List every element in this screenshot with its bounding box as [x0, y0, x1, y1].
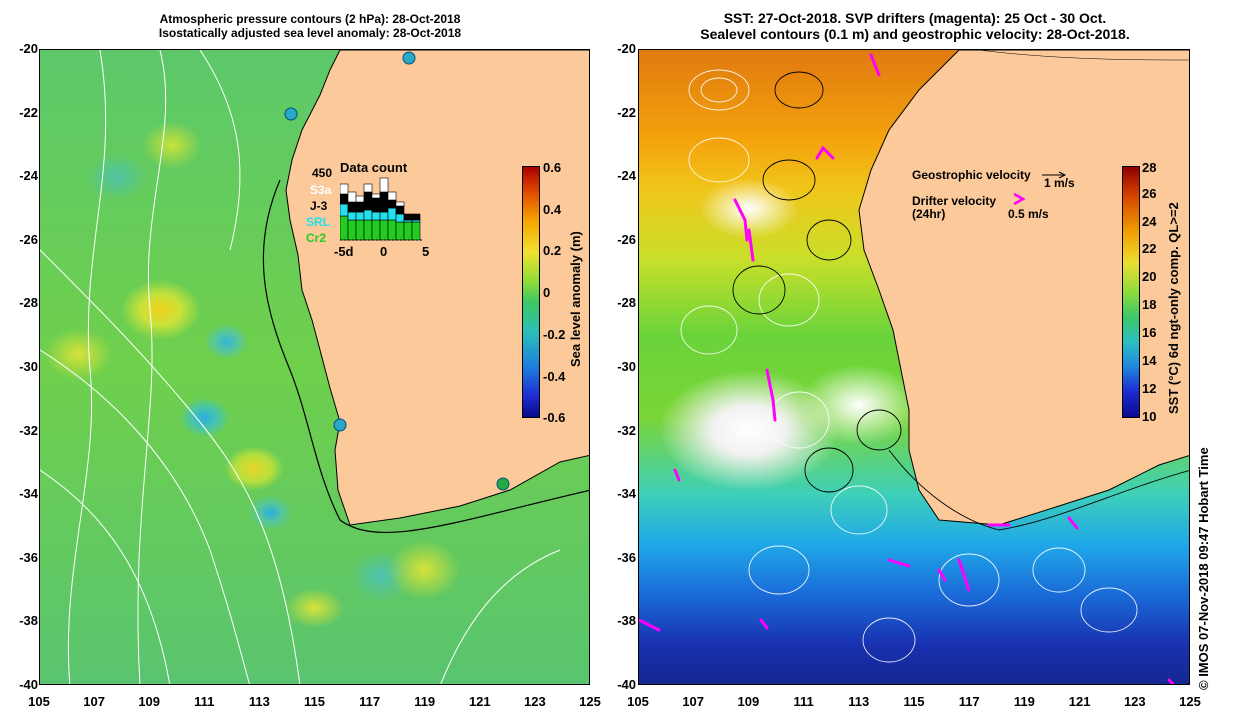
right-colorbar: [1122, 166, 1140, 418]
lcbar-tick: -0.4: [543, 369, 566, 384]
left_panel-y-tick: -28: [19, 295, 38, 311]
data-count-histogram: [340, 177, 422, 241]
right_panel-y-tick: -20: [617, 41, 636, 56]
right-title-line1: SST: 27-Oct-2018. SVP drifters (magenta)…: [723, 10, 1107, 26]
geostrophic-velocity-scale: 1 m/s: [1044, 176, 1075, 190]
right-colorbar-label: SST (°C) 6d ngt-only comp. QL>=2: [1166, 202, 1181, 414]
drifter-arrow-icon: [1013, 192, 1026, 206]
rcbar-tick: 24: [1142, 214, 1157, 229]
right_panel-x-tick: 109: [737, 694, 760, 709]
left_panel-x-tick: 111: [194, 694, 215, 709]
left-sea-level-map: [39, 49, 590, 685]
lcbar-tick: 0: [543, 285, 551, 300]
left_panel-x-tick: 121: [468, 694, 491, 709]
lcbar-tick: 0.6: [543, 160, 562, 175]
left-title-line1: Atmospheric pressure contours (2 hPa): 2…: [159, 12, 461, 26]
right_panel-y-tick: -26: [617, 231, 636, 247]
sat-label-s3a: S3a: [310, 183, 332, 197]
left_panel-x-tick: 113: [248, 694, 270, 709]
right-title-line2: Sealevel contours (0.1 m) and geostrophi…: [700, 26, 1130, 42]
sat-label-cr2: Cr2: [306, 231, 327, 245]
right_panel-x-tick: 107: [682, 694, 705, 709]
lcbar-tick: -0.6: [543, 410, 566, 425]
left_panel-y-tick: -24: [19, 168, 38, 184]
left_panel-y-tick: -20: [19, 41, 38, 56]
rcbar-tick: 28: [1142, 160, 1157, 175]
right_panel-x-tick: 105: [627, 694, 649, 709]
right_panel-y-tick: -28: [617, 295, 636, 311]
right_panel-y-tick: -30: [617, 359, 636, 374]
right_panel-x-tick: 123: [1123, 694, 1146, 709]
sat-label-j3: J-3: [310, 199, 328, 213]
left_panel-x-tick: 105: [28, 694, 50, 709]
right_panel-y-tick: -34: [617, 486, 636, 502]
right_panel-y-tick: -22: [617, 104, 636, 120]
left_panel-y-tick: -22: [19, 104, 38, 120]
drifter-velocity-scale: 0.5 m/s: [1008, 207, 1049, 221]
right_panel-x-tick: 125: [1179, 694, 1201, 709]
drifter-velocity-sub: (24hr): [912, 207, 946, 221]
left_panel-y-tick: -30: [19, 359, 38, 374]
left_panel-y-tick: -38: [19, 613, 38, 629]
lcbar-tick: -0.2: [543, 327, 566, 342]
left_panel-y-tick: -34: [19, 486, 38, 502]
rcbar-tick: 22: [1142, 241, 1157, 256]
left_panel-y-tick: -26: [19, 231, 38, 247]
left_panel-x-tick: 109: [138, 694, 161, 709]
rcbar-tick: 18: [1142, 297, 1157, 312]
left_panel-x-tick: 115: [304, 694, 325, 709]
rcbar-tick: 26: [1142, 186, 1157, 201]
lcbar-tick: 0.2: [543, 243, 562, 258]
right-landmass: [639, 50, 1189, 684]
right_panel-y-tick: -36: [617, 549, 636, 565]
data-count-x-min: -5d: [334, 244, 354, 259]
left_panel-x-tick: 119: [414, 694, 436, 709]
imos-credit: © IMOS 07-Nov-2018 09:47 Hobart Time: [1196, 447, 1211, 690]
right_panel-x-tick: 117: [958, 694, 980, 709]
data-count-x-max: 5: [422, 244, 430, 259]
left_panel-y-tick: -40: [19, 677, 38, 692]
left_panel-x-tick: 123: [524, 694, 546, 709]
rcbar-tick: 14: [1142, 353, 1157, 368]
geostrophic-velocity-label: Geostrophic velocity: [912, 168, 1031, 182]
drifter-velocity-label: Drifter velocity: [912, 194, 997, 208]
lcbar-tick: 0.4: [543, 202, 562, 217]
right_panel-y-tick: -38: [617, 613, 636, 629]
left_panel-x-tick: 117: [359, 694, 381, 709]
right_panel-x-tick: 113: [848, 694, 870, 709]
left-colorbar: [522, 166, 540, 418]
left-title-line2: Isostatically adjusted sea level anomaly…: [158, 26, 462, 40]
rcbar-tick: 10: [1142, 409, 1157, 424]
rcbar-tick: 16: [1142, 325, 1157, 340]
rcbar-tick: 20: [1142, 269, 1157, 284]
left-colorbar-label: Sea level anomaly (m): [568, 231, 583, 367]
right-sst-map: [638, 49, 1190, 685]
left_panel-x-tick: 107: [83, 694, 105, 709]
right_panel-y-tick: -24: [617, 168, 636, 184]
data-count-max-label: 450: [312, 166, 333, 180]
left_panel-x-tick: 125: [579, 694, 601, 709]
left-landmass: [40, 50, 589, 684]
right_panel-y-tick: -40: [617, 677, 636, 692]
right_panel-x-tick: 115: [903, 694, 925, 709]
sat-label-srl: SRL: [306, 215, 330, 229]
left_panel-y-tick: -32: [19, 422, 38, 438]
data-count-x-zero: 0: [380, 244, 388, 259]
left_panel-y-tick: -36: [19, 549, 38, 565]
data-count-title: Data count: [340, 160, 408, 175]
geostrophic-arrow-icon: [1042, 171, 1067, 179]
rcbar-tick: 12: [1142, 381, 1157, 396]
right_panel-y-tick: -32: [617, 422, 636, 438]
right_panel-x-tick: 119: [1013, 694, 1035, 709]
right_panel-x-tick: 121: [1068, 694, 1091, 709]
right_panel-x-tick: 111: [793, 694, 814, 709]
